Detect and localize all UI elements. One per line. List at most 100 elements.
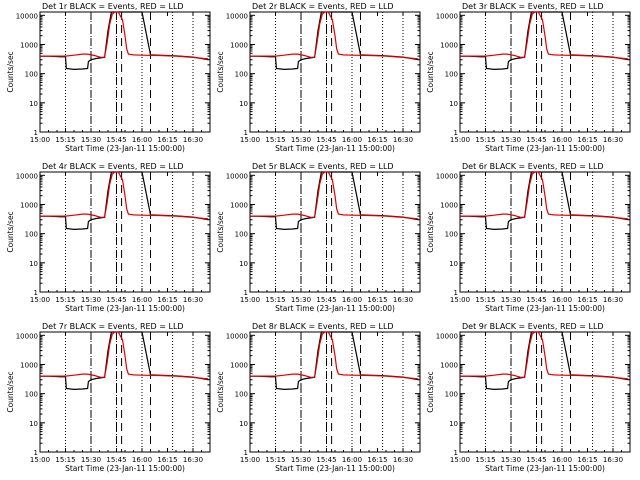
x-tick-label: 15:30	[291, 136, 311, 144]
panel-det-2: 15:00 15:15 15:30 15:45 16:00 16:15 16:30 1 10 10…	[216, 2, 421, 153]
y-tick-label: 10000	[436, 12, 458, 20]
x-tick-label: 15:15	[55, 456, 75, 464]
y-tick-label: 1000	[20, 361, 38, 369]
x-tick-label: 16:00	[342, 136, 362, 144]
panel-det-3: 15:00 15:15 15:30 15:45 16:00 16:15 16:30 1 10 10…	[426, 2, 631, 153]
x-tick-label: 15:15	[265, 456, 285, 464]
x-axis-label: Start Time (23-Jan-11 15:00:00)	[485, 464, 605, 473]
x-tick-label: 16:15	[157, 136, 177, 144]
x-tick-label: 15:15	[475, 456, 495, 464]
x-tick-label: 16:30	[183, 296, 203, 304]
panel-title: Det 8r BLACK = Events, RED = LLD	[252, 322, 394, 331]
x-axis-label: Start Time (23-Jan-11 15:00:00)	[65, 144, 185, 153]
y-tick-label: 100	[25, 231, 38, 239]
series-lld-line	[40, 171, 209, 220]
y-tick-label: 100	[25, 391, 38, 399]
y-tick-label: 10000	[226, 172, 248, 180]
x-tick-label: 15:30	[501, 136, 521, 144]
series-events-line	[250, 171, 419, 231]
x-axis-label: Start Time (23-Jan-11 15:00:00)	[275, 304, 395, 313]
y-tick-label: 10	[29, 260, 38, 268]
x-tick-label: 15:30	[81, 136, 101, 144]
y-axis-label: Counts/sec	[6, 51, 15, 92]
x-tick-label: 15:30	[291, 296, 311, 304]
x-tick-label: 15:00	[240, 456, 260, 464]
y-tick-label: 10	[239, 100, 248, 108]
y-axis-label: Counts/sec	[6, 371, 15, 412]
x-tick-label: 15:45	[526, 296, 546, 304]
x-tick-label: 15:30	[501, 296, 521, 304]
y-tick-label: 10000	[226, 12, 248, 20]
panel-title: Det 2r BLACK = Events, RED = LLD	[252, 2, 394, 11]
series-events-line	[40, 331, 209, 391]
panel-title: Det 4r BLACK = Events, RED = LLD	[42, 162, 184, 171]
x-tick-label: 16:30	[603, 136, 623, 144]
series-lld-line	[40, 11, 209, 60]
y-tick-label: 100	[235, 391, 248, 399]
y-axis-label: Counts/sec	[426, 371, 435, 412]
x-tick-label: 16:30	[183, 456, 203, 464]
x-tick-label: 16:30	[603, 296, 623, 304]
y-tick-label: 10000	[436, 172, 458, 180]
panel-det-1: 15:00 15:15 15:30 15:45 16:00 16:15 16:30 1 10 10…	[6, 2, 211, 153]
y-tick-label: 10	[239, 420, 248, 428]
y-tick-label: 1	[244, 289, 248, 297]
x-tick-label: 15:00	[450, 136, 470, 144]
x-tick-label: 15:45	[316, 136, 336, 144]
y-tick-label: 100	[25, 71, 38, 79]
x-tick-label: 16:00	[342, 456, 362, 464]
y-tick-label: 10	[29, 420, 38, 428]
x-tick-label: 15:45	[106, 296, 126, 304]
x-tick-label: 15:00	[240, 136, 260, 144]
panel-det-8: 15:00 15:15 15:30 15:45 16:00 16:15 16:30 1 10 10…	[216, 322, 421, 473]
x-tick-label: 15:45	[316, 456, 336, 464]
y-tick-label: 10000	[16, 12, 38, 20]
x-tick-label: 15:15	[475, 296, 495, 304]
x-tick-label: 16:00	[132, 136, 152, 144]
panel-title: Det 5r BLACK = Events, RED = LLD	[252, 162, 394, 171]
series-lld-line	[460, 331, 629, 380]
y-tick-label: 1000	[20, 201, 38, 209]
x-tick-label: 16:30	[393, 136, 413, 144]
panel-title: Det 1r BLACK = Events, RED = LLD	[42, 2, 184, 11]
x-tick-label: 16:00	[552, 136, 572, 144]
x-tick-label: 16:15	[577, 296, 597, 304]
x-axis-label: Start Time (23-Jan-11 15:00:00)	[275, 144, 395, 153]
x-tick-label: 16:15	[157, 456, 177, 464]
y-tick-label: 1	[34, 449, 38, 457]
series-lld-line	[460, 11, 629, 60]
panel-det-7: 15:00 15:15 15:30 15:45 16:00 16:15 16:30 1 10 10…	[6, 322, 211, 473]
y-tick-label: 10000	[226, 332, 248, 340]
x-axis-label: Start Time (23-Jan-11 15:00:00)	[485, 144, 605, 153]
y-tick-label: 10	[239, 260, 248, 268]
y-tick-label: 1	[244, 129, 248, 137]
x-tick-label: 15:30	[291, 456, 311, 464]
x-tick-label: 15:30	[81, 456, 101, 464]
y-tick-label: 100	[235, 71, 248, 79]
x-tick-label: 15:45	[106, 456, 126, 464]
x-tick-label: 16:00	[552, 456, 572, 464]
x-tick-label: 15:30	[501, 456, 521, 464]
series-lld-line	[40, 331, 209, 380]
panel-title: Det 6r BLACK = Events, RED = LLD	[462, 162, 604, 171]
panel-det-4: 15:00 15:15 15:30 15:45 16:00 16:15 16:30 1 10 10…	[6, 162, 211, 313]
x-axis-label: Start Time (23-Jan-11 15:00:00)	[275, 464, 395, 473]
y-tick-label: 1000	[440, 361, 458, 369]
x-tick-label: 15:45	[526, 136, 546, 144]
series-lld-line	[250, 331, 419, 380]
y-tick-label: 10000	[16, 172, 38, 180]
series-lld-line	[460, 171, 629, 220]
y-axis-label: Counts/sec	[6, 211, 15, 252]
y-tick-label: 1	[244, 449, 248, 457]
y-axis-label: Counts/sec	[216, 371, 225, 412]
panel-det-9: 15:00 15:15 15:30 15:45 16:00 16:15 16:30 1 10 10…	[426, 322, 631, 473]
y-tick-label: 100	[235, 231, 248, 239]
y-tick-label: 1	[454, 289, 458, 297]
y-tick-label: 100	[445, 391, 458, 399]
x-tick-label: 15:00	[450, 296, 470, 304]
x-tick-label: 15:15	[55, 136, 75, 144]
y-tick-label: 1000	[230, 361, 248, 369]
x-tick-label: 16:15	[367, 296, 387, 304]
y-axis-label: Counts/sec	[426, 51, 435, 92]
y-tick-label: 100	[445, 71, 458, 79]
